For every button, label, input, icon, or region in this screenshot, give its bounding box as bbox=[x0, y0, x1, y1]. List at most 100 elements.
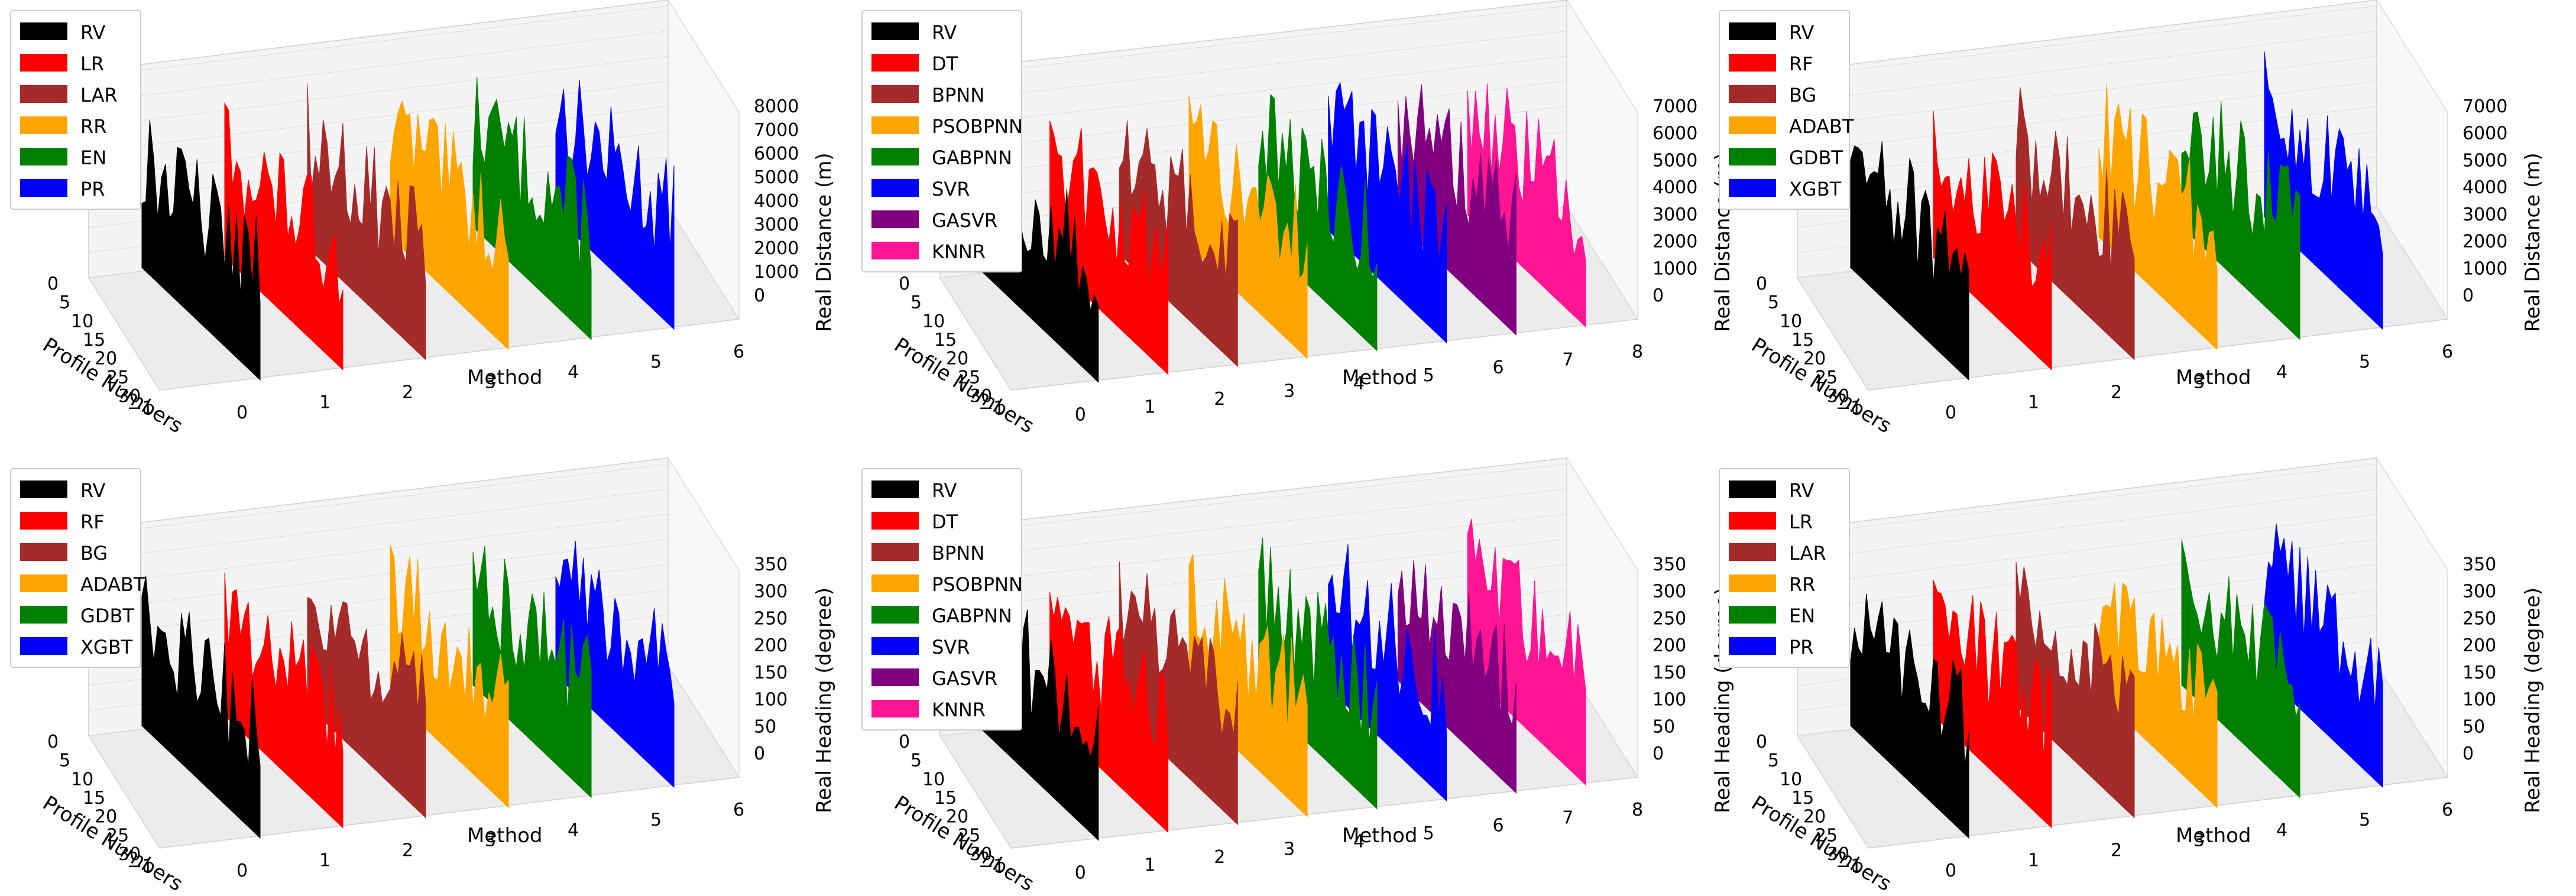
method-tick-label: 8 bbox=[1632, 800, 1643, 820]
legend-label-dt: DT bbox=[932, 53, 958, 75]
z-tick-label: 6000 bbox=[2462, 124, 2507, 144]
profile-tick-label: 15 bbox=[1791, 330, 1814, 350]
legend-swatch-svr bbox=[871, 637, 919, 655]
legend: RV RF BG ADABT GDBT XGBT bbox=[10, 468, 145, 668]
profile-tick-label: 10 bbox=[71, 769, 93, 790]
z-tick-label: 2000 bbox=[2462, 232, 2507, 252]
z-tick-label: 7000 bbox=[754, 120, 799, 141]
method-axis-label: Method bbox=[467, 366, 543, 389]
method-tick-label: 4 bbox=[2276, 362, 2287, 382]
profile-tick-label: 10 bbox=[922, 769, 945, 790]
area-series-rr bbox=[390, 100, 509, 350]
legend-swatch-lar bbox=[20, 85, 67, 103]
legend-label-rv: RV bbox=[932, 21, 957, 44]
area-series-en bbox=[2181, 540, 2300, 798]
area-series-rv bbox=[141, 576, 261, 839]
legend-label-svr: SVR bbox=[932, 636, 970, 658]
grid-line bbox=[939, 489, 1567, 560]
legend-swatch-svr bbox=[871, 179, 919, 197]
grid-line bbox=[1797, 56, 2377, 128]
legend-label-lar: LAR bbox=[80, 84, 118, 106]
legend-label-psobpnn: PSOBPNN bbox=[932, 115, 1023, 138]
method-tick-label: −1 bbox=[127, 398, 153, 418]
z-tick-label: 0 bbox=[1652, 285, 1664, 306]
z-tick-label: 7000 bbox=[1652, 96, 1697, 117]
area-series-knnr bbox=[1467, 518, 1586, 786]
legend-frame bbox=[861, 468, 1022, 731]
profile-tick-label: 25 bbox=[958, 367, 980, 388]
legend-swatch-xgbt bbox=[1729, 179, 1776, 197]
z-tick-label: 0 bbox=[2462, 744, 2474, 764]
z-tick-label: 2000 bbox=[754, 238, 799, 259]
legend-swatch-rv bbox=[20, 481, 67, 498]
legend-label-bpnn: BPNN bbox=[932, 542, 984, 564]
grid-line bbox=[1797, 106, 2377, 178]
profile-tick-label: 15 bbox=[934, 788, 957, 809]
area-series-psobpnn bbox=[1188, 96, 1308, 359]
z-tick-label: 50 bbox=[1652, 716, 1675, 737]
method-tick-label: 0 bbox=[1075, 405, 1086, 426]
method-tick-label: 6 bbox=[1492, 816, 1504, 836]
grid-line bbox=[1797, 463, 2377, 535]
legend-swatch-en bbox=[1729, 606, 1776, 624]
profile-tick-label: 25 bbox=[958, 825, 980, 846]
legend-label-xgbt: XGBT bbox=[80, 636, 133, 658]
profile-tick-label: 0 bbox=[47, 274, 59, 294]
side-pane bbox=[668, 456, 740, 779]
z-tick-label: 6000 bbox=[754, 144, 799, 164]
grid-line bbox=[88, 31, 669, 102]
grid-line bbox=[88, 56, 669, 128]
legend-swatch-bg bbox=[20, 543, 67, 561]
legend-swatch-rr bbox=[20, 116, 67, 134]
profile-tick-label: 30 bbox=[1827, 386, 1849, 407]
profile-tick-label: 0 bbox=[899, 732, 910, 752]
z-tick-label: 5000 bbox=[1652, 150, 1697, 171]
z-tick-label: 3000 bbox=[2462, 204, 2507, 225]
method-tick-label: 4 bbox=[1353, 373, 1365, 394]
z-tick-label: 8000 bbox=[754, 96, 799, 117]
legend-label-rv: RV bbox=[1789, 21, 1814, 44]
grid-line bbox=[1797, 514, 2377, 586]
z-axis-label: Real Heading (degree) bbox=[2521, 587, 2545, 813]
area-series-dt bbox=[1049, 591, 1169, 833]
area-series-rr bbox=[2098, 582, 2218, 809]
method-tick-label: 3 bbox=[1284, 381, 1295, 402]
legend-swatch-xgbt bbox=[20, 637, 67, 655]
profile-tick-label: 15 bbox=[934, 330, 957, 350]
method-tick-label: −1 bbox=[127, 856, 153, 876]
legend-label-gasvr: GASVR bbox=[932, 209, 997, 232]
legend-swatch-psobpnn bbox=[871, 574, 919, 592]
profile-tick-label: 0 bbox=[899, 274, 910, 294]
profile-tick-label: 10 bbox=[1780, 311, 1802, 332]
method-tick-label: 6 bbox=[1492, 358, 1504, 378]
z-tick-label: 300 bbox=[754, 582, 788, 602]
profile-tick-label: 0 bbox=[1756, 732, 1767, 752]
area-series-bg bbox=[307, 596, 426, 819]
z-tick-label: 350 bbox=[2462, 554, 2496, 575]
grid-line bbox=[1797, 489, 2377, 560]
profile-tick-label: 30 bbox=[1827, 844, 1849, 865]
grid-line bbox=[939, 56, 1567, 128]
method-tick-label: 3 bbox=[485, 830, 496, 850]
grid-line bbox=[88, 5, 669, 77]
method-tick-label: −1 bbox=[1836, 856, 1862, 876]
area-series-gabpnn bbox=[1258, 93, 1378, 352]
legend: RV LR LAR RR EN PR bbox=[1719, 468, 1850, 668]
method-tick-label: 0 bbox=[1945, 861, 1956, 881]
legend-swatch-rf bbox=[1729, 54, 1776, 72]
method-tick-label: 0 bbox=[1075, 863, 1086, 884]
grid-line bbox=[1797, 81, 2377, 152]
z-tick-label: 100 bbox=[1652, 690, 1686, 710]
grid-line bbox=[1797, 5, 2377, 77]
method-axis-label: Method bbox=[467, 824, 543, 848]
legend-swatch-knnr bbox=[871, 242, 919, 259]
method-tick-label: 3 bbox=[485, 372, 496, 392]
grid-line bbox=[88, 81, 669, 152]
area-series-rv bbox=[1850, 141, 1969, 381]
legend-label-bg: BG bbox=[1789, 84, 1816, 106]
method-tick-label: 5 bbox=[2359, 810, 2370, 830]
z-tick-label: 7000 bbox=[2462, 96, 2507, 117]
legend-label-xgbt: XGBT bbox=[1789, 178, 1842, 200]
grid-line bbox=[939, 5, 1567, 77]
